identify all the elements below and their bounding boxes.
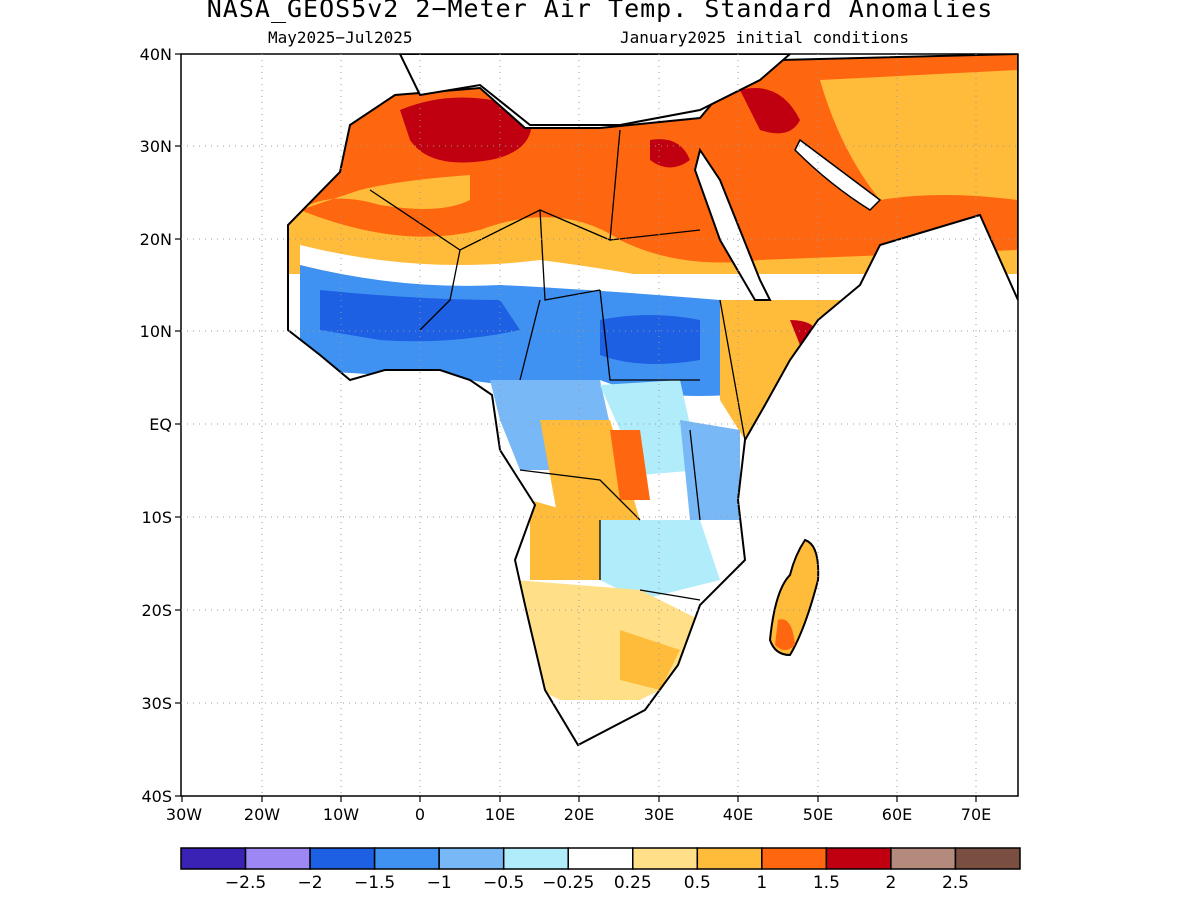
east-africa-weak-cool	[680, 420, 740, 520]
colorbar-label: −2	[298, 873, 323, 893]
plot-frame	[180, 53, 1019, 797]
zambia-light-cool	[600, 520, 720, 600]
lon-label: 30W	[166, 805, 202, 824]
persian-gulf	[794, 138, 882, 211]
colorbar-label: 2.5	[942, 873, 969, 893]
colorbar-swatch	[502, 847, 569, 870]
lat-label: 30N	[140, 137, 172, 156]
lat-label: 30S	[141, 694, 172, 713]
lon-label: 20E	[564, 805, 594, 824]
initial-conditions: January2025 initial conditions	[620, 28, 909, 47]
colorbar-label: 1.5	[813, 873, 840, 893]
lon-label: 70E	[961, 805, 991, 824]
south-africa-moderate-warm	[620, 630, 680, 690]
mediterranean-sea	[398, 54, 792, 126]
country-borders	[369, 129, 746, 601]
algeria-strong-warm	[400, 97, 532, 163]
west-sahara-moderate	[300, 175, 470, 210]
lon-label: 10W	[323, 805, 359, 824]
colorbar-label: 1	[756, 873, 767, 893]
lat-label: 10S	[141, 508, 172, 527]
central-light-cool	[600, 380, 700, 475]
lat-label: 20S	[141, 601, 172, 620]
madagascar-warm	[775, 619, 795, 650]
colorbar-swatch	[954, 847, 1021, 870]
lat-label: EQ	[149, 415, 172, 434]
colorbar-swatch	[890, 847, 957, 870]
lon-label: 60E	[882, 805, 912, 824]
colorbar-swatch	[761, 847, 828, 870]
lon-label: 20W	[244, 805, 280, 824]
colorbar-swatch	[825, 847, 892, 870]
longitude-labels: 30W 20W 10W 0 10E 20E 30E 40E 50E 60E 70…	[166, 805, 991, 824]
west-africa-strong-cool	[320, 290, 520, 342]
colorbar-label: −1.5	[354, 873, 395, 893]
levant-strong-warm	[740, 88, 800, 134]
colorbar-swatch	[373, 847, 440, 870]
colorbar-label: 2	[886, 873, 897, 893]
lat-label: 10N	[140, 322, 172, 341]
colorbar-label: −0.5	[483, 873, 524, 893]
colorbar-label: 0.25	[614, 873, 652, 893]
colorbar-label: −2.5	[225, 873, 266, 893]
colorbar-swatch	[632, 847, 699, 870]
colorbar-swatch	[438, 847, 505, 870]
colorbar-label: −1	[427, 873, 452, 893]
forecast-period: May2025−Jul2025	[268, 28, 413, 47]
colorbar-swatch	[244, 847, 311, 870]
colorbar: −2.5 −2 −1.5 −1 −0.5 −0.25 0.25 0.5 1 1.5 2 2.5	[180, 847, 1021, 893]
colorbar-swatch	[567, 847, 634, 870]
lon-label: 30E	[644, 805, 674, 824]
sahel-neutral-band	[300, 245, 720, 300]
drc-warm	[610, 430, 650, 500]
axis-ticks	[175, 53, 977, 802]
iran-moderate-warm	[820, 70, 1018, 200]
lon-label: 50E	[803, 805, 833, 824]
angola-moderate-warm	[530, 500, 600, 580]
lon-label: 10E	[485, 805, 515, 824]
coastline	[287, 54, 1018, 747]
colorbar-swatch	[180, 847, 247, 870]
lon-label: 40E	[723, 805, 753, 824]
graticule	[181, 54, 1018, 796]
colorbar-label: −0.25	[542, 873, 594, 893]
latitude-labels: 40N 30N 20N 10N EQ 10S 20S 30S 40S	[140, 45, 172, 806]
lat-label: 20N	[140, 230, 172, 249]
map-title: NASA_GEOS5v2 2−Meter Air Temp. Standard …	[206, 0, 994, 23]
colorbar-swatch	[309, 847, 376, 870]
lon-label: 0	[415, 805, 425, 824]
red-sea	[693, 147, 772, 301]
lat-label: 40N	[140, 45, 172, 64]
colorbar-label: 0.5	[684, 873, 711, 893]
colorbar-swatch	[696, 847, 763, 870]
sudan-strong-cool	[600, 315, 700, 364]
lat-label: 40S	[141, 787, 172, 806]
